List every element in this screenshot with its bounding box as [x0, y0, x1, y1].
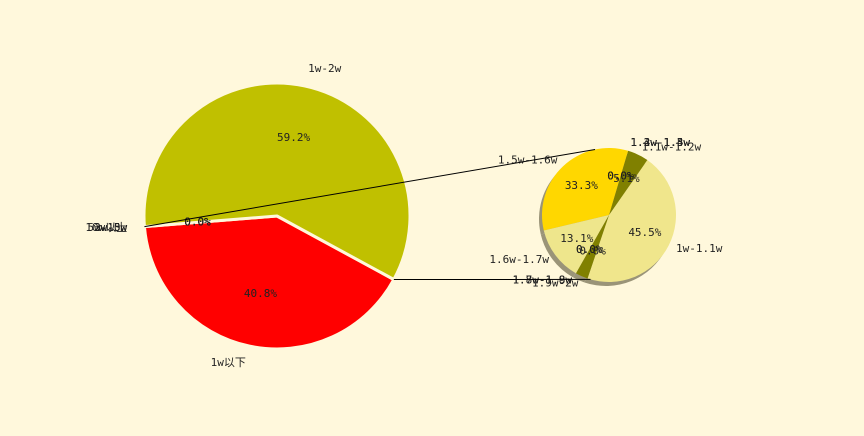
- detail-pie-pct-1_5w-1_6w: 33.3%: [565, 179, 598, 192]
- detail-pie-label-1w-1_1w: 1w-1.1w: [676, 242, 723, 255]
- main-pie-pct-1w: 40.8%: [244, 287, 277, 300]
- main-pie-label-1w-2w: 1w-2w: [308, 62, 341, 75]
- main-pie-pct-1w-2w: 59.2%: [277, 131, 310, 144]
- detail-pie-label-1_9w-2w: 1.9w-2w: [532, 276, 579, 289]
- detail-pie-pct-1w-1_1w: 45.5%: [628, 226, 661, 239]
- main-pie-label-1w: 1w以下: [211, 356, 246, 369]
- detail-pie-label-1_6w-1_7w: 1.6w-1.7w: [489, 253, 549, 266]
- detail-pie-pct-1_4w-1_5w: 0.0%: [607, 169, 634, 182]
- detail-pie-pct-1_9w-2w: 0.0%: [579, 245, 606, 258]
- main-pie-label-2w-3w: 2w-3w: [94, 221, 127, 234]
- detail-pie-label-1_4w-1_5w: 1.4w-1.5w: [630, 136, 690, 149]
